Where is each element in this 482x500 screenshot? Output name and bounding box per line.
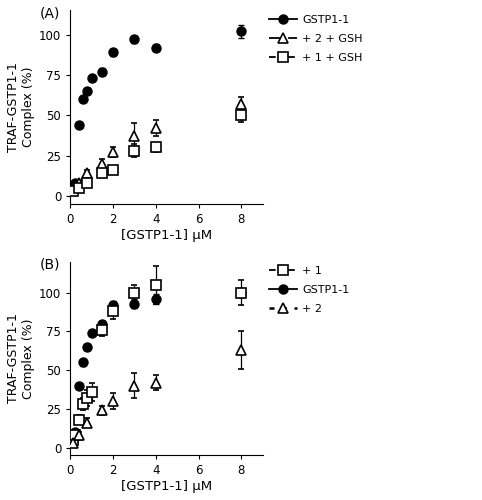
Text: (A): (A) — [40, 6, 60, 20]
X-axis label: [GSTP1-1] μM: [GSTP1-1] μM — [121, 228, 212, 241]
Legend: + 1, GSTP1-1, + 2: + 1, GSTP1-1, + 2 — [265, 262, 354, 318]
Y-axis label: TRAF-GSTP1-1
Complex (%): TRAF-GSTP1-1 Complex (%) — [7, 62, 35, 152]
Legend: GSTP1-1, + 2 + GSH, + 1 + GSH: GSTP1-1, + 2 + GSH, + 1 + GSH — [265, 10, 367, 67]
X-axis label: [GSTP1-1] μM: [GSTP1-1] μM — [121, 480, 212, 493]
Text: (B): (B) — [40, 258, 60, 272]
Y-axis label: TRAF-GSTP1-1
Complex (%): TRAF-GSTP1-1 Complex (%) — [7, 314, 35, 404]
